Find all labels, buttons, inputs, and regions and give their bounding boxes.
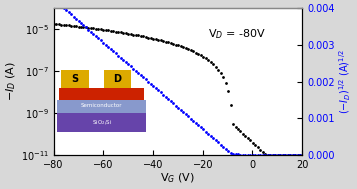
Text: SiO$_2$/Si: SiO$_2$/Si xyxy=(91,118,112,127)
Text: Semiconductor: Semiconductor xyxy=(81,103,122,108)
Text: D: D xyxy=(114,74,121,84)
Text: S: S xyxy=(71,74,79,84)
Bar xyxy=(61,70,89,88)
Y-axis label: $-I_D$ (A): $-I_D$ (A) xyxy=(4,62,18,101)
Bar xyxy=(57,100,146,113)
Y-axis label: $(-I_D)^{1/2}$ (A)$^{1/2}$: $(-I_D)^{1/2}$ (A)$^{1/2}$ xyxy=(337,49,353,114)
X-axis label: V$_G$ (V): V$_G$ (V) xyxy=(160,171,195,185)
Bar xyxy=(59,88,145,100)
Text: V$_D$ = -80V: V$_D$ = -80V xyxy=(208,28,266,42)
Bar xyxy=(57,113,146,132)
Bar xyxy=(104,70,131,88)
